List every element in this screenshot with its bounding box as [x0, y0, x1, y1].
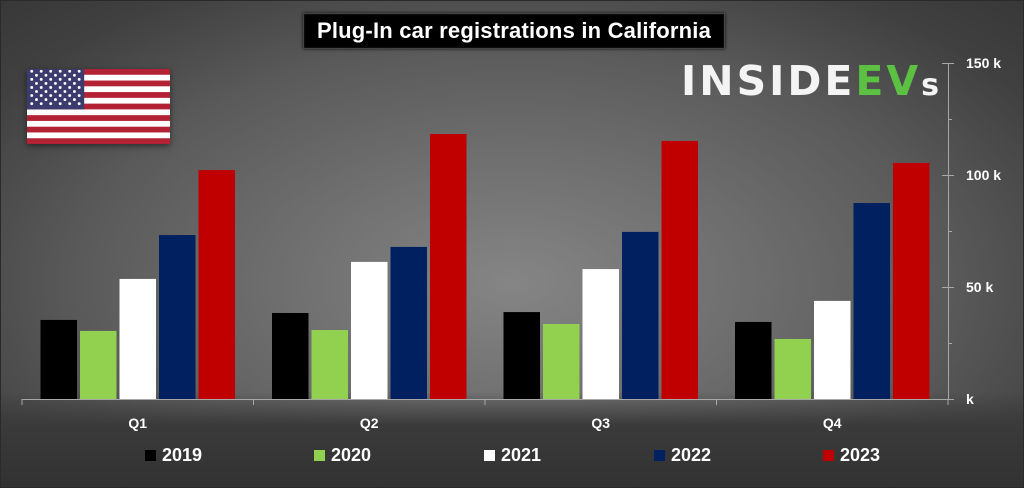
x-tick-label-q1: Q1	[128, 415, 147, 431]
us-flag-icon	[27, 69, 170, 144]
bar-q4-2021	[814, 300, 851, 399]
bar-q2-2019	[272, 312, 309, 399]
x-tick-label-q2: Q2	[360, 415, 379, 431]
legend-item-2023: 2023	[823, 441, 880, 469]
bar-q3-2021	[582, 269, 619, 399]
legend-label: 2019	[162, 444, 203, 465]
legend-swatch-icon	[484, 449, 495, 461]
bar-q2-2023	[430, 134, 467, 399]
bar-q4-2020	[774, 338, 811, 399]
bar-q2-2021	[351, 261, 388, 399]
logo-text-ev: EV	[855, 57, 922, 105]
bar-q3-2020	[543, 323, 580, 399]
bar-q2-2022	[390, 246, 427, 399]
bar-q3-2019	[503, 312, 540, 399]
legend-label: 2020	[331, 444, 372, 465]
chart-title: Plug-In car registrations in California	[303, 13, 725, 49]
legend: 2019 2020 2021 2022 2023	[1, 441, 1024, 469]
legend-item-2021: 2021	[484, 441, 541, 469]
legend-swatch-icon	[654, 449, 665, 461]
legend-label: 2021	[501, 444, 542, 465]
legend-swatch-icon	[823, 449, 834, 461]
y-tick-label: 50 k	[966, 279, 993, 295]
bar-q1-2022	[159, 235, 196, 399]
legend-swatch-icon	[145, 449, 156, 461]
y-tick-label: 150 k	[966, 55, 1001, 71]
bar-q3-2023	[661, 140, 698, 399]
x-tick-label-q4: Q4	[823, 415, 842, 431]
logo-text-s: s	[921, 68, 940, 103]
bar-q1-2019	[40, 319, 77, 399]
logo-text-inside: INSIDE	[681, 57, 856, 105]
bar-q1-2023	[198, 170, 235, 399]
legend-item-2022: 2022	[654, 441, 711, 469]
legend-item-2019: 2019	[145, 441, 202, 469]
bar-q2-2020	[311, 330, 348, 399]
y-tick-label: k	[966, 391, 974, 407]
bar-q4-2023	[893, 162, 930, 399]
bar-q4-2019	[735, 321, 772, 399]
legend-item-2020: 2020	[314, 441, 371, 469]
bar-q1-2021	[119, 278, 156, 399]
bar-q3-2022	[622, 231, 659, 399]
bar-q4-2022	[853, 203, 890, 399]
y-tick-label: 100 k	[966, 167, 1001, 183]
bar-q1-2020	[80, 330, 117, 399]
legend-label: 2023	[840, 444, 881, 465]
legend-label: 2022	[671, 444, 712, 465]
x-tick-label-q3: Q3	[591, 415, 610, 431]
insideevs-logo: INSIDEEVs	[681, 59, 939, 108]
legend-swatch-icon	[314, 449, 325, 461]
